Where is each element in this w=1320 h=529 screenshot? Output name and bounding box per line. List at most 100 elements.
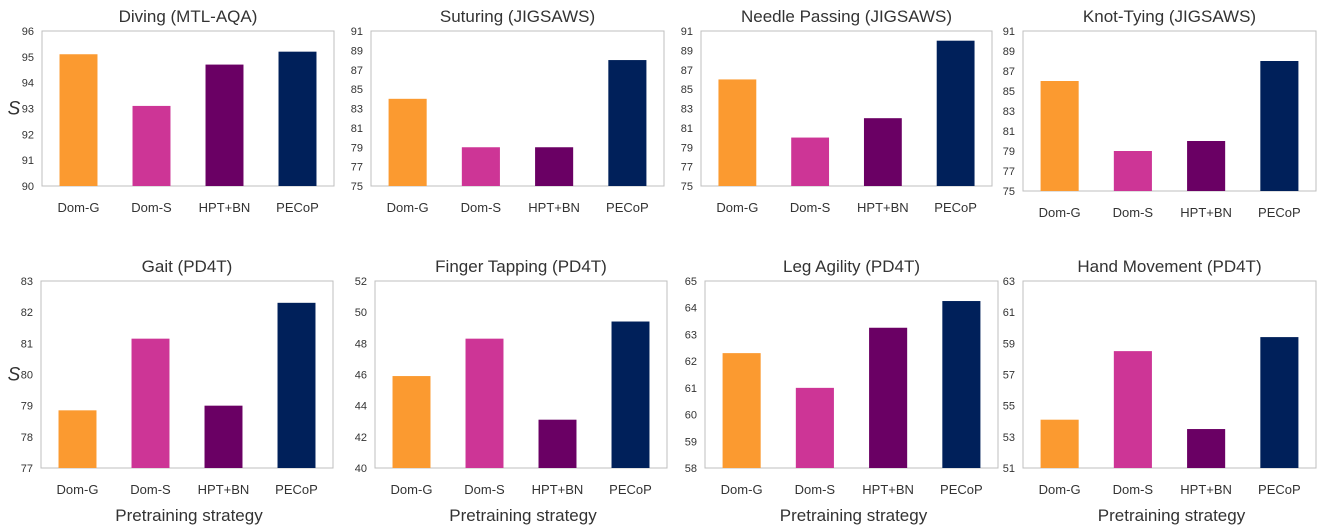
x-tick-label: HPT+BN (862, 482, 914, 497)
y-tick-label: 94 (22, 78, 34, 90)
x-tick-label: HPT+BN (1180, 482, 1232, 497)
bar-dom-g (1040, 419, 1079, 468)
y-tick-label: 89 (681, 45, 693, 57)
bar-hpt-bn (205, 64, 244, 186)
x-tick-label: PECoP (934, 200, 977, 215)
bar-pecop (277, 302, 316, 468)
y-tick-label: 87 (1003, 66, 1015, 78)
bar-pecop (1260, 61, 1299, 191)
x-tick-label: Dom-S (130, 482, 171, 497)
x-tick-label: Dom-G (391, 482, 433, 497)
x-tick-label: Dom-S (1113, 482, 1154, 497)
y-tick-label: 77 (681, 162, 693, 174)
plot-frame (1022, 30, 1317, 192)
y-tick-label: 87 (351, 65, 363, 77)
x-tick-label: HPT+BN (532, 482, 584, 497)
y-tick-label: 75 (1003, 186, 1015, 198)
bar-dom-g (58, 410, 97, 468)
y-tick-label: 87 (681, 65, 693, 77)
chart-panel-1: Diving (MTL-AQA) 90 91 92 93 94 95 96 Dom-G Dom-S… (8, 7, 335, 215)
plot-frame (370, 30, 665, 187)
y-tick-label: 61 (1003, 307, 1015, 319)
y-tick-label: 78 (21, 432, 33, 444)
x-tick-label: HPT+BN (1180, 205, 1232, 220)
y-tick-label: 48 (355, 338, 367, 350)
chart-panel-3: Needle Passing (JIGSAWS) 75 77 79 81 83 85 87 89… (681, 7, 993, 215)
y-tick-label: 65 (685, 276, 697, 288)
y-tick-label: 90 (22, 181, 34, 193)
y-tick-label: 61 (685, 383, 697, 395)
chart-panel-6: Finger Tapping (PD4T) 40 42 44 46 48 50 52 Dom-G… (355, 257, 668, 525)
chart-panel-2: Suturing (JIGSAWS) 75 77 79 81 83 85 87 89 91 Dom-… (351, 7, 665, 215)
bar-dom-g (722, 353, 761, 468)
x-tick-label: Dom-S (1113, 205, 1154, 220)
y-tick-label: 79 (1003, 146, 1015, 158)
y-tick-label: 40 (355, 463, 367, 475)
y-tick-label: 85 (1003, 86, 1015, 98)
bar-dom-s (791, 137, 830, 186)
plot-frame (700, 30, 993, 187)
chart-title: Diving (MTL-AQA) (119, 7, 258, 26)
y-tick-label: 83 (1003, 106, 1015, 118)
bar-dom-s (1113, 351, 1152, 468)
y-tick-label: 83 (351, 104, 363, 116)
chart-title: Suturing (JIGSAWS) (440, 7, 595, 26)
chart-title: Needle Passing (JIGSAWS) (741, 7, 952, 26)
y-tick-label: 63 (1003, 276, 1015, 288)
x-tick-label: Dom-G (1039, 482, 1081, 497)
bar-dom-s (131, 338, 170, 468)
y-axis-label: S (8, 365, 21, 386)
x-tick-label: Dom-G (721, 482, 763, 497)
chart-panel-5: Gait (PD4T) 77 78 79 80 81 82 83 Dom-G Dom-S HPT+B… (8, 257, 334, 525)
bar-hpt-bn (204, 405, 243, 468)
y-tick-label: 89 (1003, 46, 1015, 58)
bar-pecop (278, 51, 317, 186)
y-tick-label: 51 (1003, 463, 1015, 475)
bar-dom-g (392, 376, 431, 468)
chart-title: Hand Movement (PD4T) (1077, 257, 1261, 276)
bar-dom-g (388, 98, 427, 186)
x-tick-label: HPT+BN (199, 200, 251, 215)
chart-title: Leg Agility (PD4T) (783, 257, 920, 276)
y-tick-label: 59 (1003, 338, 1015, 350)
y-tick-label: 83 (21, 276, 33, 288)
y-tick-label: 62 (685, 356, 697, 368)
plot-frame (1022, 280, 1317, 469)
y-tick-label: 63 (685, 329, 697, 341)
y-axis-label: S (8, 99, 21, 120)
y-tick-label: 91 (22, 155, 34, 167)
y-tick-label: 91 (681, 26, 693, 38)
x-tick-label: Dom-S (131, 200, 172, 215)
plot-frame (374, 280, 668, 469)
y-tick-label: 89 (351, 45, 363, 57)
bar-pecop (1260, 337, 1299, 468)
y-tick-label: 93 (22, 104, 34, 116)
x-tick-label: Dom-G (57, 482, 99, 497)
y-tick-label: 75 (681, 181, 693, 193)
y-tick-label: 53 (1003, 432, 1015, 444)
y-tick-label: 77 (1003, 166, 1015, 178)
y-tick-label: 79 (681, 142, 693, 154)
bar-pecop (936, 40, 975, 186)
bar-dom-s (1113, 151, 1152, 191)
bar-hpt-bn (1187, 429, 1226, 468)
y-tick-label: 59 (685, 436, 697, 448)
y-tick-label: 60 (685, 410, 697, 422)
y-tick-label: 83 (681, 104, 693, 116)
y-tick-label: 80 (21, 370, 33, 382)
plot-frame (704, 280, 999, 469)
x-tick-label: PECoP (276, 200, 319, 215)
x-tick-label: HPT+BN (198, 482, 250, 497)
y-tick-label: 57 (1003, 370, 1015, 382)
y-tick-label: 82 (21, 307, 33, 319)
x-tick-label: PECoP (1258, 205, 1301, 220)
y-tick-label: 81 (681, 123, 693, 135)
y-tick-label: 85 (351, 84, 363, 96)
bar-dom-g (59, 54, 98, 186)
bar-dom-g (1040, 81, 1079, 191)
y-tick-label: 96 (22, 26, 34, 38)
x-tick-label: HPT+BN (857, 200, 909, 215)
x-tick-label: PECoP (609, 482, 652, 497)
bar-dom-g (718, 79, 757, 186)
